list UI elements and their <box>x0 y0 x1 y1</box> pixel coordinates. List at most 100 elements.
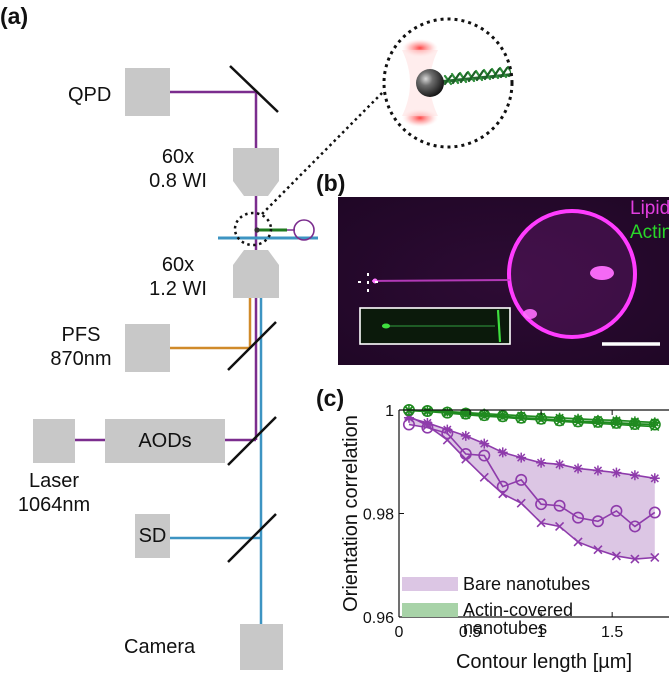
data-point <box>461 454 471 464</box>
zoom-connector <box>261 91 384 215</box>
qpd-beam <box>170 90 258 148</box>
qpd-label: QPD <box>68 84 112 106</box>
data-point <box>516 452 527 463</box>
laser-name: Laser <box>28 470 80 492</box>
data-point <box>573 463 584 474</box>
data-point <box>629 416 640 427</box>
data-point <box>497 409 508 420</box>
legend-label-actin: Actin-covered nanotubes <box>463 600 573 638</box>
data-point <box>535 498 548 511</box>
laser-wavelength: 1064nm <box>17 493 91 516</box>
x-tick-label: 1 <box>537 624 546 641</box>
objective-bottom <box>233 250 279 298</box>
data-point <box>536 457 547 468</box>
vesicle <box>507 209 637 339</box>
data-point <box>592 414 603 425</box>
nanotube <box>371 279 511 282</box>
data-point <box>611 551 621 561</box>
data-point <box>610 504 623 517</box>
data-point <box>516 498 526 508</box>
data-point <box>442 406 453 417</box>
camera-box <box>240 624 283 670</box>
zoom-region <box>233 211 273 247</box>
data-point <box>591 515 604 528</box>
data-point <box>573 537 583 547</box>
x-tick-label: 0 <box>395 624 404 641</box>
data-point <box>628 520 641 533</box>
data-point <box>421 421 434 434</box>
pfs-name: PFS <box>61 324 101 346</box>
x-axis-label: Contour length [µm] <box>456 651 632 673</box>
sd-box: SD <box>135 514 170 558</box>
qpd-box <box>125 68 170 116</box>
data-point <box>515 473 528 486</box>
data-point <box>649 417 660 428</box>
objective-top-na: 0.8 WI <box>149 169 207 192</box>
mirror-qpd <box>229 65 279 113</box>
correlation-chart: 0 0.5 1 1.5 0.96 0.98 1 Contour length [µm] Orie… <box>340 403 669 673</box>
objective-top <box>233 148 279 196</box>
objective-top-label: 60x 0.8 WI <box>128 146 228 193</box>
bead-crosshair <box>358 273 378 292</box>
data-point <box>496 480 509 493</box>
panel-label-b: (b) <box>316 170 346 196</box>
data-point <box>553 499 566 512</box>
data-point <box>593 545 603 555</box>
objective-bottom-na: 1.2 WI <box>149 277 207 300</box>
micrograph <box>338 197 669 365</box>
y-tick-label: 0.96 <box>363 610 394 627</box>
data-point <box>649 473 660 484</box>
laser-label: Laser 1064nm <box>4 470 104 517</box>
mirror-sd <box>227 513 277 563</box>
aods-label: AODs <box>138 429 192 452</box>
objective-top-mag: 60x <box>161 146 195 168</box>
objective-bottom-label: 60x 1.2 WI <box>128 254 228 301</box>
data-point <box>572 511 585 524</box>
data-point <box>441 427 454 440</box>
data-point <box>611 415 622 426</box>
mirror-pfs <box>227 321 277 371</box>
data-point <box>536 411 547 422</box>
data-point <box>497 447 508 458</box>
legend-swatch-bare <box>402 577 458 591</box>
data-point <box>629 470 640 481</box>
bead <box>416 69 444 97</box>
data-point <box>611 467 622 478</box>
data-point <box>554 412 565 423</box>
actin-filament <box>436 65 512 86</box>
mirror-aods <box>227 416 277 466</box>
data-point <box>403 412 414 423</box>
data-point <box>478 449 491 462</box>
camera-label: Camera <box>124 636 196 658</box>
panel-label-c: (c) <box>316 385 345 411</box>
x-tick-label: 1.5 <box>601 624 623 641</box>
micrograph-legend-actin: Actin <box>630 222 669 243</box>
data-point <box>479 408 490 419</box>
objective-bottom-mag: 60x <box>161 254 195 276</box>
data-point <box>555 521 565 532</box>
legend-label-bare: Bare nanotubes <box>463 574 590 594</box>
sd-label: SD <box>138 524 167 547</box>
y-tick-label: 1 <box>385 403 394 420</box>
legend-swatch-actin <box>402 603 458 617</box>
data-point <box>479 438 490 449</box>
aods-box: AODs <box>105 419 225 463</box>
data-point <box>422 420 432 431</box>
data-point <box>650 552 660 563</box>
data-point <box>442 424 453 435</box>
data-point <box>442 435 452 445</box>
y-tick-label: 0.98 <box>363 507 394 524</box>
y-axis-label: Orientation correlation <box>340 415 362 612</box>
laser-box <box>33 419 75 463</box>
data-point <box>479 472 489 482</box>
data-point <box>536 518 546 528</box>
micrograph-legend-lipid: Lipid <box>630 198 669 219</box>
data-point <box>460 430 471 441</box>
data-point <box>516 410 527 421</box>
sample-vesicle <box>254 219 315 241</box>
data-point <box>498 489 508 499</box>
x-tick-label: 0.5 <box>459 624 481 641</box>
trap-inset <box>382 17 514 149</box>
